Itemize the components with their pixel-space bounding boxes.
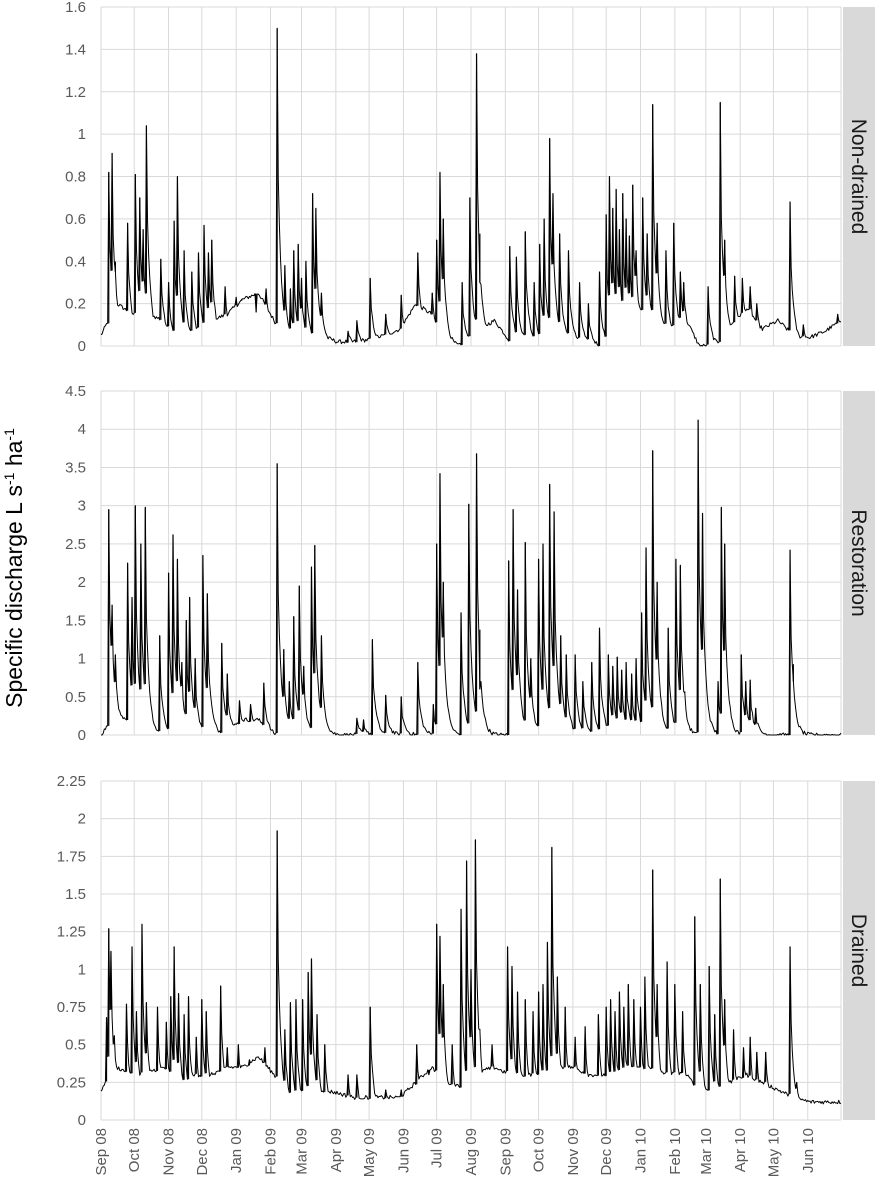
y-tick-label: 3.5 (65, 459, 86, 476)
x-tick-label: May 10 (765, 1128, 782, 1177)
axis-layer: 0 0.2 0.4 0.6 0.8 1 1.2 1.4 1.6 0 0.5 1 1.5 2 2.5 3 3.5 4… (57, 0, 86, 1129)
panel-label: Drained (847, 914, 870, 988)
panel-strips: Non-drained Restoration Drained (843, 7, 875, 1120)
panel-strip (843, 781, 875, 1120)
y-axis-label: Specific discharge L s-1 ha-1 (1, 428, 27, 708)
grid-layer (100, 6, 842, 1121)
y-tick-label: 0.6 (65, 211, 86, 228)
y-tick-label: 4 (78, 421, 86, 438)
x-tick-label: Dec 09 (598, 1128, 615, 1176)
panel-label: Restoration (847, 509, 870, 616)
y-tick-label: 2 (78, 811, 86, 828)
y-tick-label: 1 (78, 961, 86, 978)
x-tick-label: Mar 09 (294, 1128, 311, 1175)
panel-strip (843, 7, 875, 346)
y-tick-label: 0.2 (65, 296, 86, 313)
x-tick-label: Apr 09 (328, 1128, 345, 1172)
y-tick-label: 0 (78, 1112, 86, 1129)
x-tick-label: Nov 08 (161, 1128, 178, 1176)
y-tick-label: 0.5 (65, 689, 86, 706)
x-tick-label: Sep 08 (93, 1128, 110, 1176)
series-layer (100, 27, 842, 1105)
y-tick-label: 2.5 (65, 536, 86, 553)
y-axis-label-sup2: -1 (1, 428, 17, 441)
y-tick-label: 1 (78, 651, 86, 668)
x-tick-label: Dec 08 (194, 1128, 211, 1176)
y-tick-label: 1.2 (65, 84, 86, 101)
y-tick-label: 1.25 (57, 924, 86, 941)
y-tick-label: 1.5 (65, 612, 86, 629)
x-tick-label: Jun 09 (395, 1128, 412, 1173)
x-tick-label: Sep 09 (497, 1128, 514, 1176)
x-tick-label: Jun 10 (800, 1128, 817, 1173)
x-tick-label: Nov 09 (565, 1128, 582, 1176)
y-tick-label: 0.4 (65, 253, 86, 270)
y-axis-label-sup1: -1 (1, 472, 17, 485)
x-tick-label: Mar 10 (698, 1128, 715, 1175)
x-tick-label: Aug 09 (463, 1128, 480, 1176)
y-tick-label: 0.5 (65, 1037, 86, 1054)
y-tick-label: 0 (78, 727, 86, 744)
y-tick-label: 4.5 (65, 383, 86, 400)
y-tick-label: 0.25 (57, 1074, 86, 1091)
panel-strip (843, 391, 875, 735)
series-line-drained (100, 830, 842, 1105)
x-tick-label: Jan 10 (632, 1128, 649, 1173)
y-tick-label: 1.5 (65, 886, 86, 903)
x-tick-label: Jul 09 (429, 1128, 446, 1168)
x-tick-label: Oct 08 (126, 1128, 143, 1172)
y-tick-label: 0 (78, 338, 86, 355)
x-tick-label: Jan 09 (228, 1128, 245, 1173)
y-axis-label-mid: ha (1, 440, 27, 472)
y-tick-label: 2.25 (57, 773, 86, 790)
y-tick-label: 0.75 (57, 999, 86, 1016)
x-tick-labels: Sep 08 Oct 08 Nov 08 Dec 08 Jan 09 Feb 09 Mar … (93, 1128, 817, 1177)
y-tick-label: 2 (78, 574, 86, 591)
panel-label: Non-drained (847, 119, 870, 235)
x-tick-label: Feb 10 (667, 1128, 684, 1175)
y-tick-label: 0.8 (65, 169, 86, 186)
x-tick-label: Oct 09 (531, 1128, 548, 1172)
y-tick-label: 1.6 (65, 0, 86, 16)
series-line-non-drained (100, 27, 842, 347)
y-tick-label: 1 (78, 126, 86, 143)
y-axis-label-main: Specific discharge L s (1, 485, 27, 708)
x-tick-label: May 09 (361, 1128, 378, 1177)
y-tick-label: 1.4 (65, 41, 86, 58)
x-tick-label: Apr 10 (732, 1128, 749, 1172)
y-tick-label: 3 (78, 498, 86, 515)
x-tick-label: Feb 09 (262, 1128, 279, 1175)
y-tick-label: 1.75 (57, 848, 86, 865)
